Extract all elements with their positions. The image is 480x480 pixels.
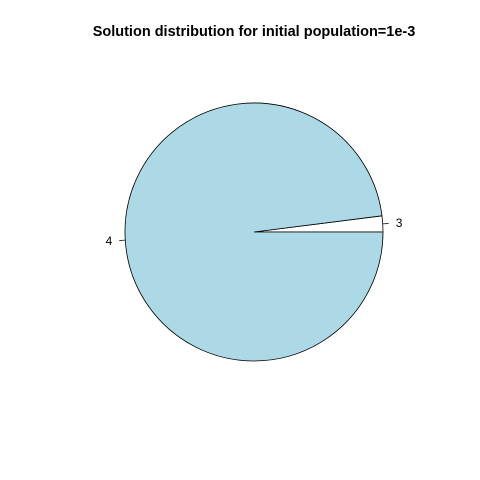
chart-title: Solution distribution for initial popula… [93,24,416,40]
pie-labels: 34 [106,216,403,248]
pie-slice-4 [124,102,384,362]
pie-leaders [119,223,389,241]
pie-label-3: 3 [396,216,403,230]
pie-label-4: 4 [106,234,113,248]
pie-slices [124,102,384,362]
